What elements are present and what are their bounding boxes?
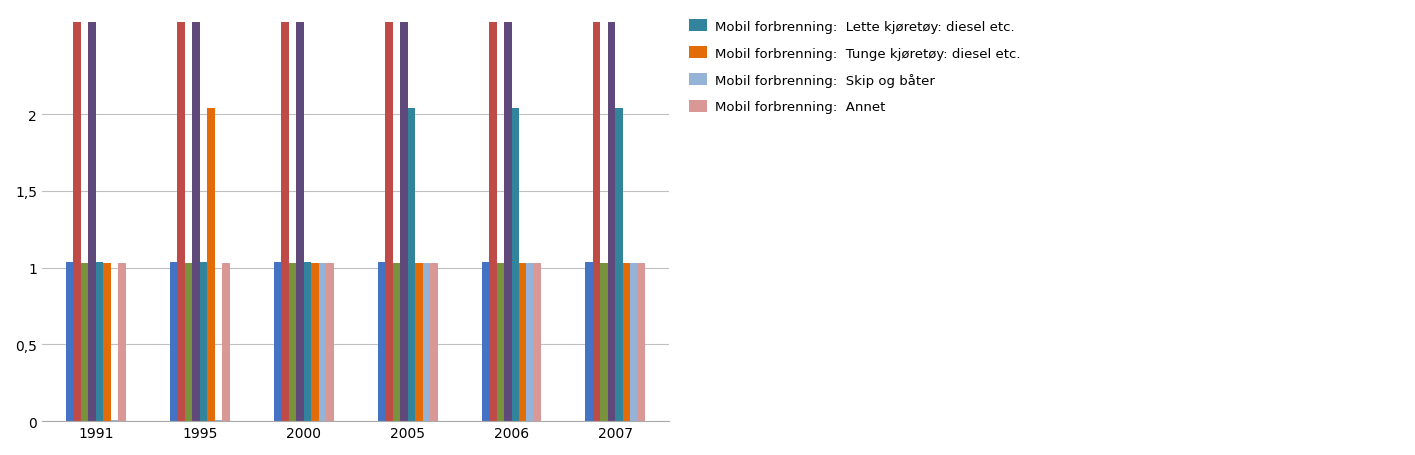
Bar — [616, 109, 623, 421]
Bar — [600, 263, 608, 421]
Bar — [481, 262, 490, 421]
Bar — [325, 263, 334, 421]
Bar — [623, 263, 631, 421]
Bar — [96, 262, 103, 421]
Bar — [533, 263, 542, 421]
Bar — [526, 263, 533, 421]
Bar — [608, 23, 616, 421]
Bar — [192, 23, 200, 421]
Bar — [318, 263, 325, 421]
Bar — [400, 23, 408, 421]
Bar — [415, 263, 423, 421]
Bar — [200, 262, 207, 421]
Bar — [519, 263, 526, 421]
Bar — [304, 262, 311, 421]
Bar — [67, 262, 74, 421]
Bar — [222, 263, 229, 421]
Bar — [88, 23, 96, 421]
Bar — [185, 263, 192, 421]
Bar — [289, 263, 296, 421]
Bar — [207, 109, 215, 421]
Bar — [177, 23, 185, 421]
Bar — [593, 23, 600, 421]
Bar — [430, 263, 437, 421]
Bar — [170, 262, 177, 421]
Bar — [385, 23, 392, 421]
Bar — [282, 23, 289, 421]
Bar — [74, 23, 81, 421]
Bar — [511, 109, 519, 421]
Bar — [408, 109, 415, 421]
Bar — [311, 263, 318, 421]
Bar — [273, 262, 282, 421]
Bar — [110, 420, 119, 421]
Bar — [103, 263, 110, 421]
Bar — [497, 263, 504, 421]
Legend: Mobil forbrenning:  Lette kjøretøy: diesel etc., Mobil forbrenning:  Tunge kjøre: Mobil forbrenning: Lette kjøretøy: diese… — [682, 14, 1027, 121]
Bar — [392, 263, 400, 421]
Bar — [586, 262, 593, 421]
Bar — [504, 23, 511, 421]
Bar — [81, 263, 88, 421]
Bar — [423, 263, 430, 421]
Bar — [490, 23, 497, 421]
Bar — [119, 263, 126, 421]
Bar — [378, 262, 385, 421]
Bar — [638, 263, 645, 421]
Bar — [631, 263, 638, 421]
Bar — [215, 420, 222, 421]
Bar — [296, 23, 304, 421]
